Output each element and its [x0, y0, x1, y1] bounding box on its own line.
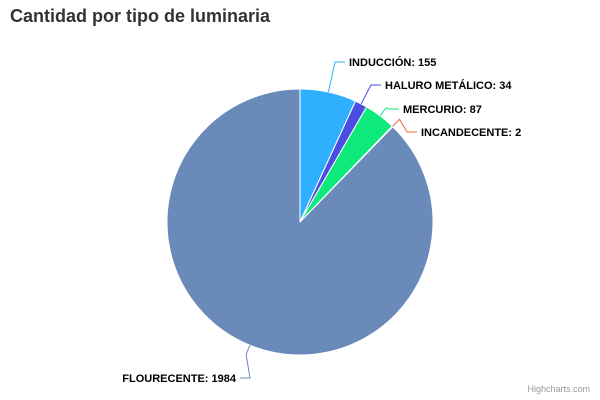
- connector-line-3: [379, 107, 399, 117]
- credits-link[interactable]: Highcharts.com: [527, 384, 590, 394]
- data-label-4: INCANDECENTE: 2: [421, 127, 521, 139]
- data-label-3: MERCURIO: 87: [403, 104, 482, 116]
- connector-line-1: [327, 61, 345, 93]
- data-label-1: INDUCCIÓN: 155: [349, 56, 436, 69]
- connector-line-5: [240, 345, 251, 379]
- connector-line-4: [392, 118, 417, 133]
- chart-title: Cantidad por tipo de luminaria: [10, 6, 271, 26]
- data-label-2: HALURO METÁLICO: 34: [385, 79, 512, 92]
- pie-slice-5[interactable]: [166, 88, 434, 356]
- data-label-5: FLOURECENTE: 1984: [122, 373, 237, 385]
- connector-line-2: [360, 84, 381, 105]
